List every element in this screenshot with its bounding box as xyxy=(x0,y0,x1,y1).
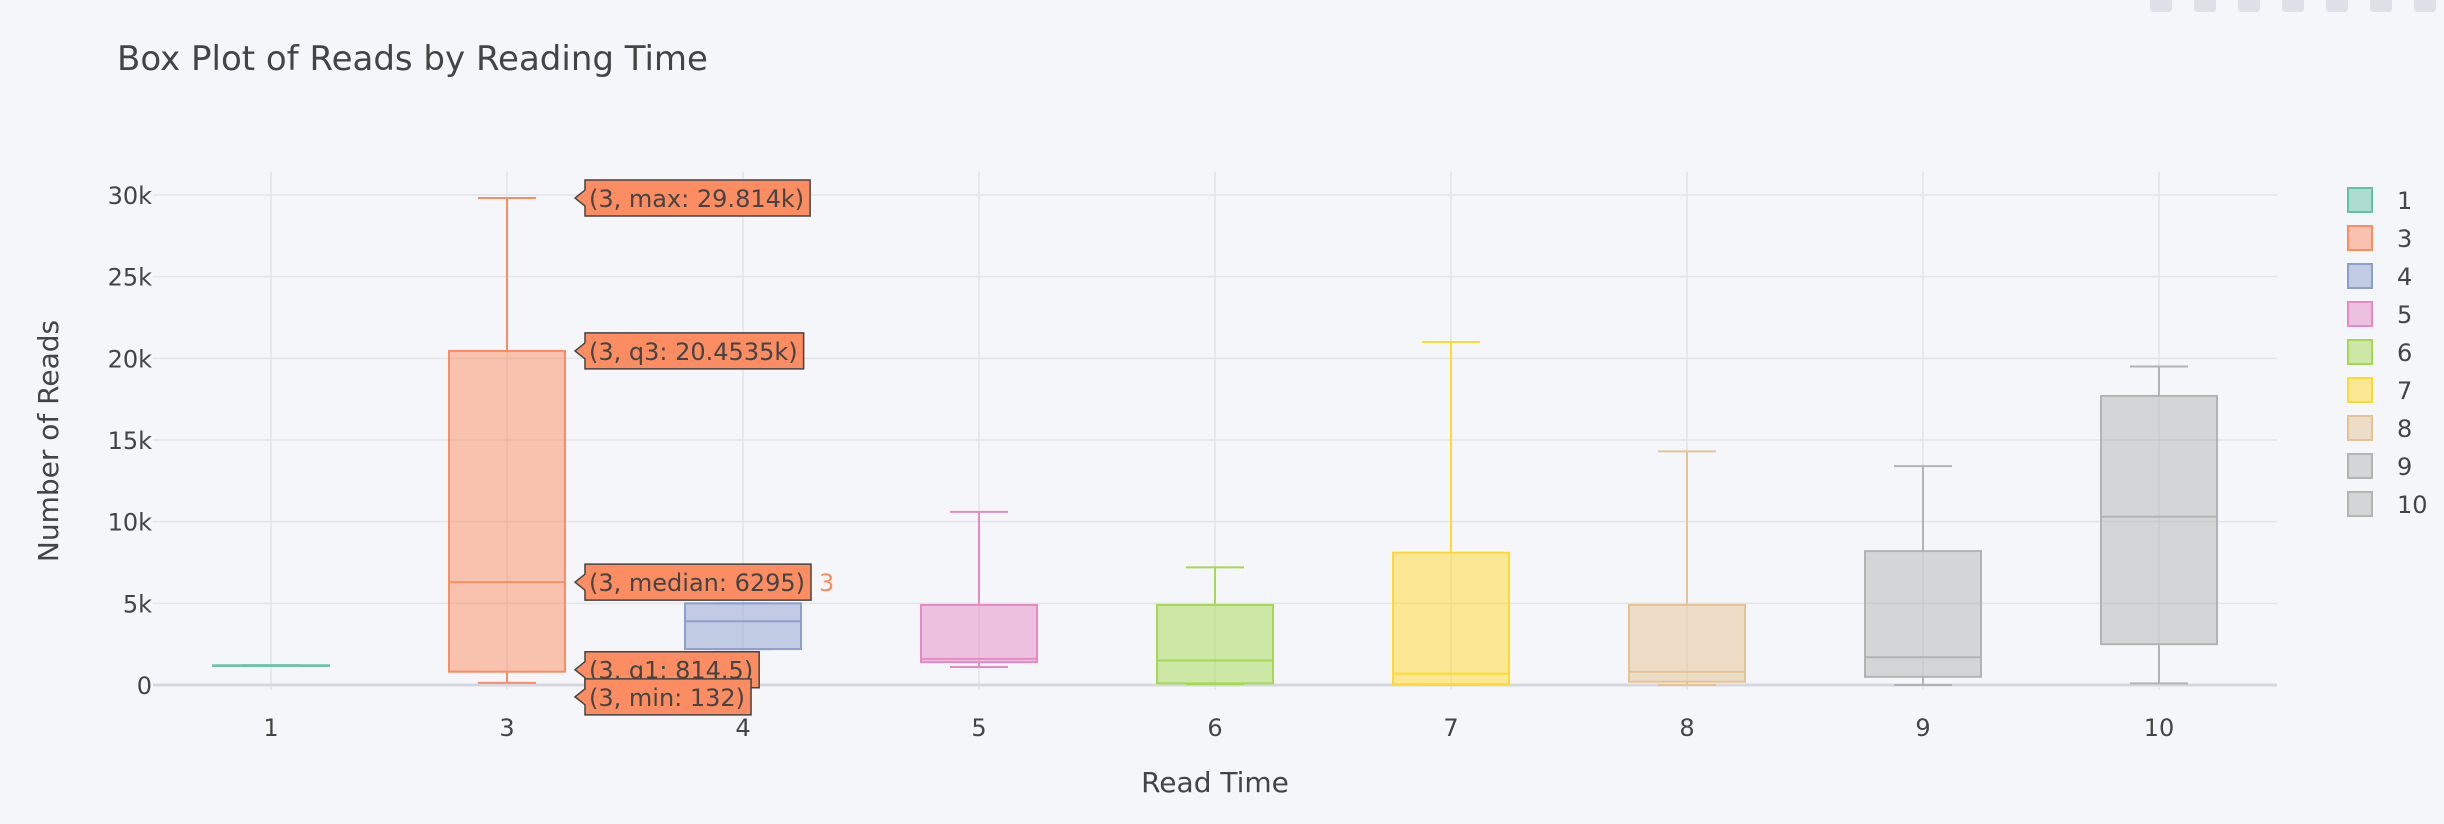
legend-item-8[interactable]: 8 xyxy=(2347,415,2412,443)
camera-icon[interactable] xyxy=(2150,0,2172,12)
legend-item-1[interactable]: 1 xyxy=(2347,187,2412,215)
box-iqr xyxy=(2100,394,2218,646)
hover-label-median: (3, median: 6295) xyxy=(573,563,812,601)
zoom-icon[interactable] xyxy=(2194,0,2216,12)
legend-label: 9 xyxy=(2397,453,2412,481)
box-trace-3[interactable] xyxy=(448,197,566,684)
hover-label-box xyxy=(573,179,811,217)
autoscale-icon[interactable] xyxy=(2370,0,2392,12)
y-tick-label: 20k xyxy=(108,345,153,373)
box-trace-6[interactable] xyxy=(1156,566,1274,686)
box-iqr xyxy=(1864,550,1982,678)
box-traces xyxy=(212,197,2218,686)
legend[interactable]: 1 3 4 5 6 7 8 9 10 xyxy=(2347,187,2428,519)
x-tick-label: 1 xyxy=(263,714,278,742)
hover-label-box xyxy=(573,332,805,370)
x-tick-label: 3 xyxy=(499,714,514,742)
y-tick-label: 15k xyxy=(108,427,153,455)
box-trace-4[interactable] xyxy=(684,602,802,651)
legend-item-4[interactable]: 4 xyxy=(2347,263,2412,291)
legend-swatch xyxy=(2347,225,2373,251)
legend-label: 6 xyxy=(2397,339,2412,367)
hover-label-text: (3, q3: 20.4535k) xyxy=(589,338,798,366)
y-tick-label: 5k xyxy=(123,590,152,618)
x-tick-label: 10 xyxy=(2144,714,2175,742)
hover-label-box xyxy=(573,563,812,601)
y-tick-label: 10k xyxy=(108,509,153,537)
box-iqr xyxy=(1628,603,1746,683)
modebar-toolbar[interactable] xyxy=(2150,0,2436,14)
hover-trace-name: 3 xyxy=(819,569,834,597)
x-tick-label: 8 xyxy=(1679,714,1694,742)
y-tick-label: 0 xyxy=(137,672,152,700)
legend-swatch xyxy=(2347,453,2373,479)
x-tick-label: 6 xyxy=(1207,714,1222,742)
hover-label-text: (3, min: 132) xyxy=(589,684,745,712)
box-iqr xyxy=(1156,603,1274,685)
hover-label-box xyxy=(573,678,752,716)
box-trace-8[interactable] xyxy=(1628,450,1746,686)
legend-label: 4 xyxy=(2397,263,2412,291)
legend-label: 10 xyxy=(2397,491,2428,519)
y-tick-label: 30k xyxy=(108,182,153,210)
hover-label-max: (3, max: 29.814k) xyxy=(573,179,811,217)
box-trace-5[interactable] xyxy=(920,510,1038,669)
x-tick-label: 7 xyxy=(1443,714,1458,742)
box-trace-9[interactable] xyxy=(1864,465,1982,686)
zoom-out-icon[interactable] xyxy=(2326,0,2348,12)
legend-item-9[interactable]: 9 xyxy=(2347,453,2412,481)
legend-item-10[interactable]: 10 xyxy=(2347,491,2428,519)
pan-icon[interactable] xyxy=(2238,0,2260,12)
legend-swatch xyxy=(2347,187,2373,213)
hover-label-min: (3, min: 132) xyxy=(573,678,752,716)
legend-label: 5 xyxy=(2397,301,2412,329)
legend-item-5[interactable]: 5 xyxy=(2347,301,2412,329)
legend-label: 1 xyxy=(2397,187,2412,215)
box-iqr xyxy=(684,602,802,651)
y-axis-title: Number of Reads xyxy=(32,320,65,562)
legend-swatch xyxy=(2347,377,2373,403)
box-trace-7[interactable] xyxy=(1392,341,1510,686)
hover-label-text: (3, median: 6295) xyxy=(589,569,805,597)
x-tick-label: 5 xyxy=(971,714,986,742)
legend-label: 8 xyxy=(2397,415,2412,443)
legend-swatch xyxy=(2347,491,2373,517)
axis-ticks: 1 3 4 5 6 7 8 9 10 0 5k 10k 15k 20k 25k 30k xyxy=(108,182,2175,742)
hover-label-q3: (3, q3: 20.4535k) xyxy=(573,332,805,370)
chart-title: Box Plot of Reads by Reading Time xyxy=(117,39,708,79)
legend-item-6[interactable]: 6 xyxy=(2347,339,2412,367)
y-tick-label: 25k xyxy=(108,264,153,292)
box-iqr xyxy=(1392,551,1510,686)
legend-item-3[interactable]: 3 xyxy=(2347,225,2412,253)
legend-swatch xyxy=(2347,263,2373,289)
zoom-in-icon[interactable] xyxy=(2282,0,2304,12)
box-iqr xyxy=(920,603,1038,664)
reset-axes-icon[interactable] xyxy=(2414,0,2436,12)
x-axis-title: Read Time xyxy=(1141,766,1289,799)
legend-swatch xyxy=(2347,301,2373,327)
hover-labels: (3, max: 29.814k) (3, q3: 20.4535k) (3, me… xyxy=(573,179,834,716)
hover-label-text: (3, max: 29.814k) xyxy=(589,185,804,213)
legend-item-7[interactable]: 7 xyxy=(2347,377,2412,405)
legend-label: 7 xyxy=(2397,377,2412,405)
legend-label: 3 xyxy=(2397,225,2412,253)
legend-swatch xyxy=(2347,415,2373,441)
x-tick-label: 4 xyxy=(735,714,750,742)
x-tick-label: 9 xyxy=(1915,714,1930,742)
box-trace-1[interactable] xyxy=(212,664,330,667)
box-iqr xyxy=(448,349,566,673)
legend-swatch xyxy=(2347,339,2373,365)
box-trace-10[interactable] xyxy=(2100,365,2218,685)
